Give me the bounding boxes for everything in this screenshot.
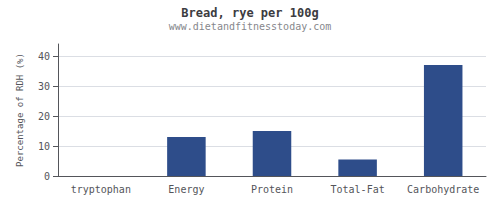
svg-text:Percentage of RDH (%): Percentage of RDH (%) bbox=[15, 53, 25, 167]
svg-text:www.dietandfitnesstoday.com: www.dietandfitnesstoday.com bbox=[169, 21, 332, 32]
svg-text:0: 0 bbox=[44, 171, 50, 182]
svg-text:20: 20 bbox=[38, 111, 50, 122]
svg-text:Energy: Energy bbox=[168, 184, 204, 195]
svg-text:10: 10 bbox=[38, 141, 50, 152]
svg-text:40: 40 bbox=[38, 51, 50, 62]
svg-text:Total-Fat: Total-Fat bbox=[331, 184, 385, 195]
svg-text:Carbohydrate: Carbohydrate bbox=[407, 184, 479, 195]
svg-text:tryptophan: tryptophan bbox=[71, 184, 131, 195]
svg-text:30: 30 bbox=[38, 81, 50, 92]
svg-text:Protein: Protein bbox=[251, 184, 293, 195]
svg-text:Bread, rye per 100g: Bread, rye per 100g bbox=[181, 6, 318, 20]
